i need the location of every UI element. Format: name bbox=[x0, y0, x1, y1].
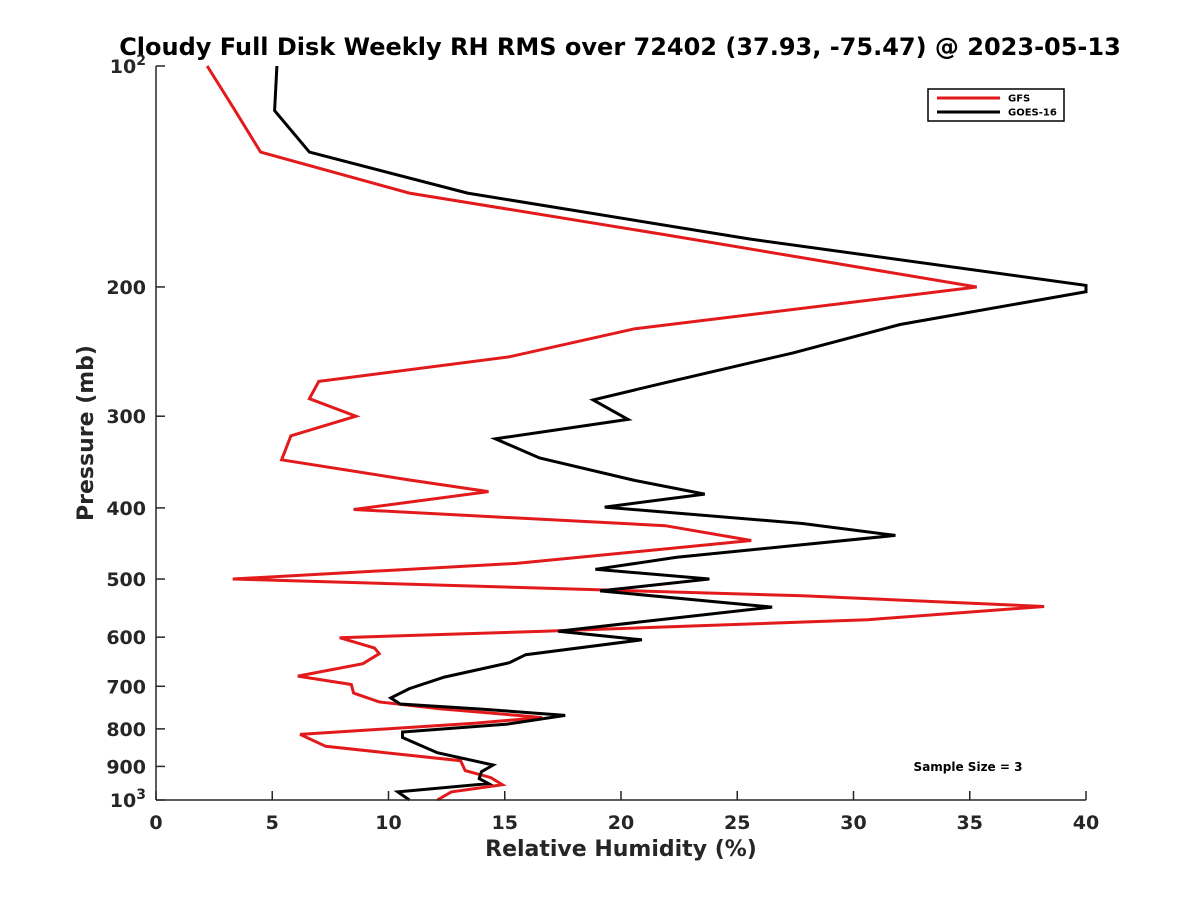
x-tick-label: 20 bbox=[608, 812, 634, 834]
y-tick-label: 400 bbox=[106, 498, 146, 520]
y-tick-label: 700 bbox=[106, 676, 146, 698]
x-tick-label: 0 bbox=[149, 812, 162, 834]
y-tick-label: 500 bbox=[106, 569, 146, 591]
y-tick-base: 10 bbox=[110, 790, 136, 812]
x-axis-ticks: 0 5 10 15 20 25 30 35 40 bbox=[149, 791, 1099, 834]
legend-box bbox=[927, 88, 1065, 122]
x-tick-label: 10 bbox=[375, 812, 401, 834]
y-tick-label: 800 bbox=[106, 719, 146, 741]
legend: GFS GOES-16 bbox=[927, 88, 1065, 122]
y-tick-label: 103 bbox=[110, 787, 146, 812]
y-tick-exponent: 3 bbox=[136, 787, 146, 803]
plot-area: 0 5 10 15 20 25 30 35 40 10220030040050060070080… bbox=[106, 53, 1099, 834]
sample-size-annotation: Sample Size = 3 bbox=[914, 760, 1023, 774]
x-tick-label: 35 bbox=[957, 812, 983, 834]
y-tick-exponent: 2 bbox=[136, 53, 146, 69]
series-layer bbox=[205, 65, 1088, 802]
y-tick-label: 600 bbox=[106, 627, 146, 649]
x-tick-label: 40 bbox=[1073, 812, 1099, 834]
y-axis-label: Pressure (mb) bbox=[74, 345, 99, 521]
chart-title: Cloudy Full Disk Weekly RH RMS over 7240… bbox=[119, 33, 1121, 61]
x-tick-label: 15 bbox=[492, 812, 518, 834]
y-tick-label: 200 bbox=[106, 277, 146, 299]
legend-label-goes-16: GOES-16 bbox=[1008, 108, 1057, 119]
y-tick-label: 300 bbox=[106, 406, 146, 428]
y-tick-base: 10 bbox=[110, 56, 136, 78]
legend-label-gfs: GFS bbox=[1008, 94, 1030, 105]
x-axis-label: Relative Humidity (%) bbox=[485, 837, 757, 862]
y-tick-label: 102 bbox=[110, 53, 146, 78]
x-tick-label: 30 bbox=[840, 812, 866, 834]
y-tick-label: 900 bbox=[106, 756, 146, 778]
legend-entries: GFS GOES-16 bbox=[937, 94, 1057, 119]
series-line-goes-16 bbox=[273, 65, 1088, 802]
x-tick-label: 5 bbox=[266, 812, 279, 834]
series-line-gfs bbox=[205, 65, 1045, 802]
x-tick-label: 25 bbox=[724, 812, 750, 834]
